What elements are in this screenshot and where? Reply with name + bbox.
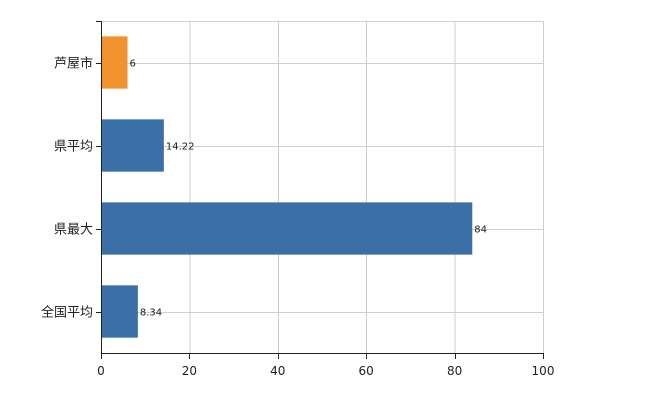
bar <box>101 36 128 89</box>
data-label: 6 <box>130 59 136 70</box>
bar <box>101 202 473 255</box>
x-tick-label: 20 <box>182 364 197 378</box>
labels: 6 芦屋市 14.22 県平均 84 県最大 8.34 全国平均 0 20 40 60 80 100 <box>41 56 554 379</box>
x-tick-label: 100 <box>532 364 555 378</box>
bar <box>101 119 164 172</box>
category-label: 芦屋市 <box>54 56 93 72</box>
grid-lines <box>101 21 544 353</box>
category-label: 全国平均 <box>41 305 93 321</box>
data-label: 14.22 <box>166 142 195 153</box>
x-tick-label: 60 <box>359 364 374 378</box>
x-tick-label: 40 <box>270 364 285 378</box>
data-label: 84 <box>474 225 487 236</box>
category-label: 県平均 <box>54 140 93 155</box>
x-tick-label: 80 <box>447 364 462 378</box>
axes <box>96 21 544 359</box>
category-label: 県最大 <box>54 223 93 238</box>
bar <box>101 285 138 338</box>
data-label: 8.34 <box>140 308 162 319</box>
bars <box>101 36 473 338</box>
x-tick-label: 0 <box>97 364 105 378</box>
